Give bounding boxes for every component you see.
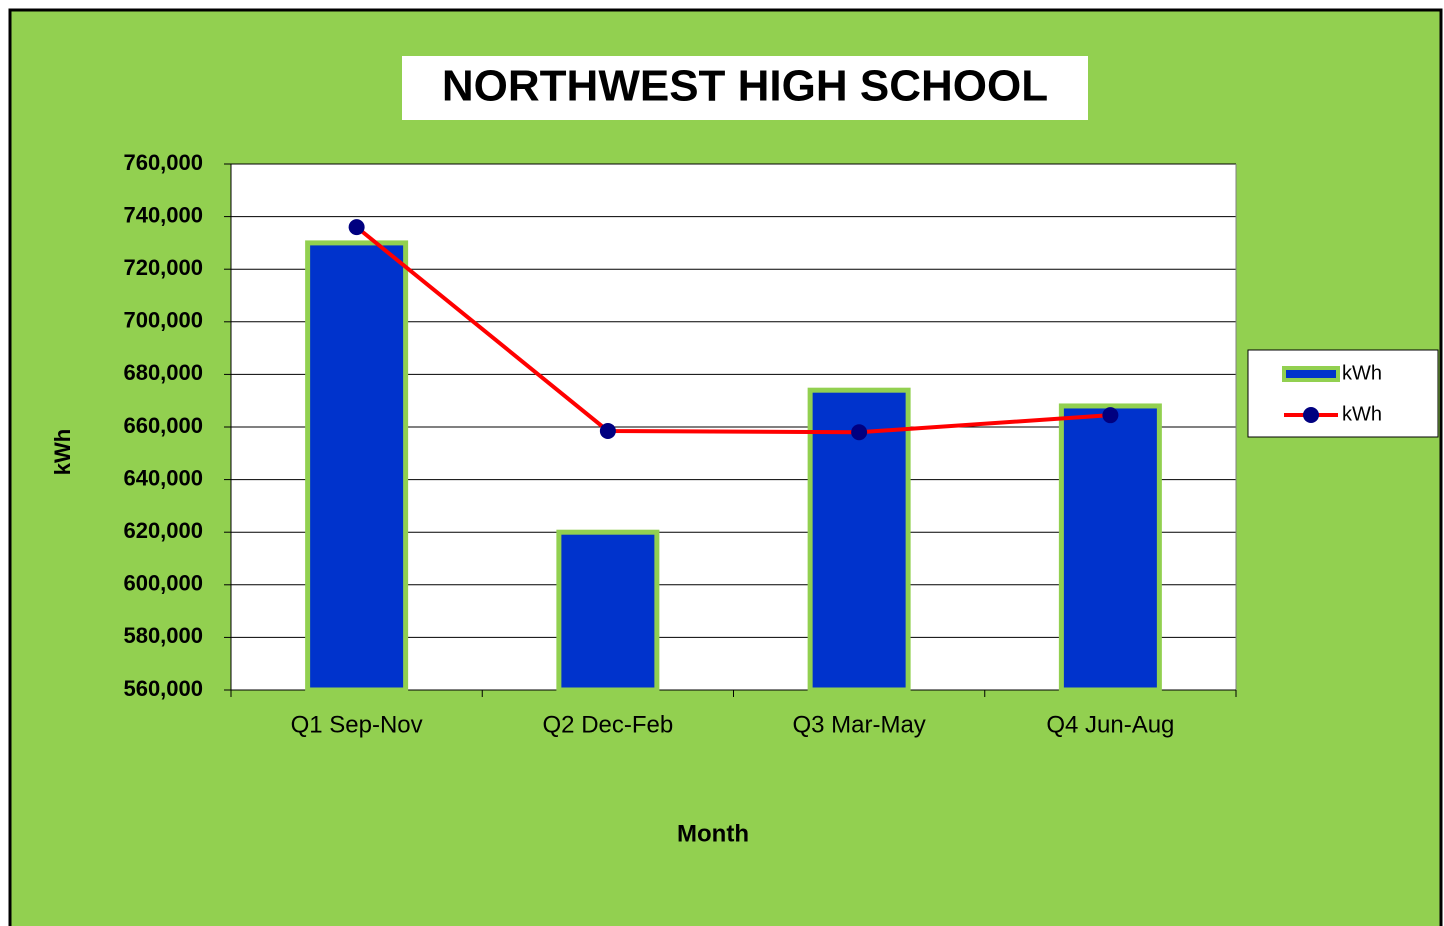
line-marker	[851, 424, 868, 441]
legend-marker	[1303, 407, 1319, 423]
y-tick-label: 700,000	[123, 308, 203, 333]
bar	[1058, 403, 1162, 693]
x-tick-label: Q3 Mar-May	[792, 711, 925, 738]
y-tick-label: 760,000	[123, 150, 203, 175]
legend-box	[1247, 349, 1439, 438]
y-tick-label: 640,000	[123, 465, 203, 490]
y-axis-label: kWh	[50, 429, 75, 475]
legend-label: kWh	[1342, 362, 1382, 384]
line	[355, 225, 1111, 435]
y-tick-label: 660,000	[123, 413, 203, 438]
legend-label: kWh	[1342, 403, 1382, 425]
line-marker	[1102, 407, 1119, 424]
x-tick-label: Q4 Jun-Aug	[1046, 711, 1174, 738]
line-marker	[348, 219, 365, 236]
y-tick-label: 720,000	[123, 255, 203, 280]
x-tick-label: Q1 Sep-Nov	[291, 711, 423, 738]
y-tick-label: 620,000	[123, 518, 203, 543]
bar	[305, 240, 409, 693]
y-tick-label: 740,000	[123, 202, 203, 227]
y-tick-label: 600,000	[123, 571, 203, 596]
chart-title: NORTHWEST HIGH SCHOOL	[442, 62, 1048, 111]
legend-swatch	[1282, 366, 1340, 382]
y-tick-label: 580,000	[123, 623, 203, 648]
title-box	[402, 56, 1088, 120]
y-tick-label: 560,000	[123, 676, 203, 701]
x-tick-label: Q2 Dec-Feb	[543, 711, 674, 738]
y-tick-label: 680,000	[123, 360, 203, 385]
bar	[556, 529, 660, 693]
line-marker	[599, 422, 616, 439]
x-axis-label: Month	[677, 820, 749, 847]
